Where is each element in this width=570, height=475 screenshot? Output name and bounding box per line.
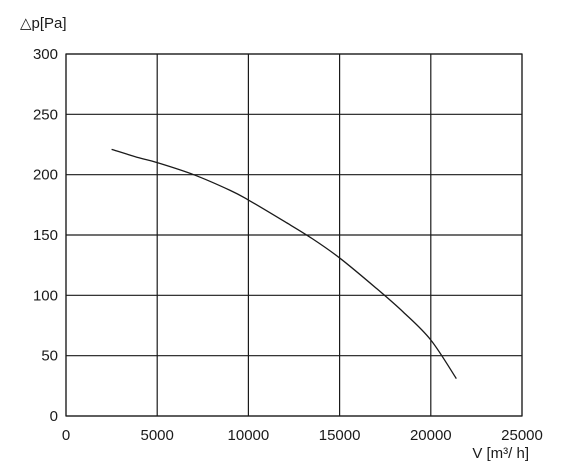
x-axis-title: V [m³/ h] bbox=[472, 445, 529, 462]
x-tick-label: 25000 bbox=[501, 427, 543, 444]
series-layer bbox=[111, 148, 457, 379]
y-tick-label: 100 bbox=[33, 287, 58, 304]
grid-lines bbox=[65, 53, 523, 417]
y-tick-label: 250 bbox=[33, 106, 58, 123]
y-tick-label: 200 bbox=[33, 167, 58, 184]
x-tick-label: 10000 bbox=[228, 427, 270, 444]
y-tick-label: 0 bbox=[50, 408, 58, 425]
y-tick-label: 300 bbox=[33, 46, 58, 63]
series-line bbox=[111, 148, 457, 379]
x-tick-label: 15000 bbox=[319, 427, 361, 444]
plot-frame bbox=[65, 53, 523, 417]
x-tick-label: 20000 bbox=[410, 427, 452, 444]
y-axis-title: △p[Pa] bbox=[20, 15, 67, 32]
y-tick-label: 150 bbox=[33, 227, 58, 244]
y-tick-label: 50 bbox=[41, 348, 58, 365]
x-tick-label: 0 bbox=[62, 427, 70, 444]
tick-labels: 0 5000 10000 15000 20000 25000 0 50 100 150 200 250… bbox=[33, 46, 543, 444]
x-tick-label: 5000 bbox=[141, 427, 174, 444]
